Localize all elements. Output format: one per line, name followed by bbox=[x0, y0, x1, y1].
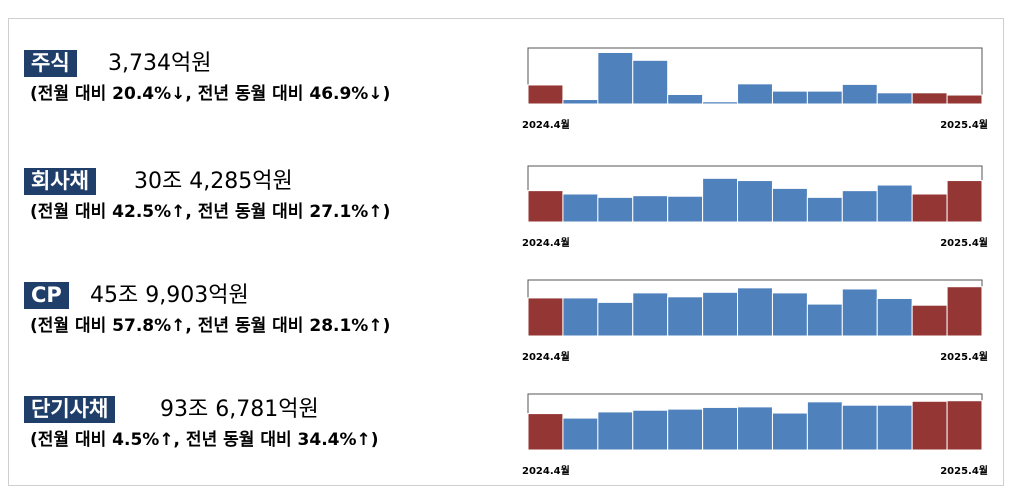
bar bbox=[841, 190, 878, 223]
x-tick-label: 2024.4월 bbox=[522, 119, 570, 131]
content-frame bbox=[8, 18, 1004, 486]
bar bbox=[702, 177, 739, 223]
short-term-bond-row: 단기사채 93조 6,781억원 (전월 대비 4.5%↑, 전년 동월 대비 … bbox=[0, 393, 1012, 490]
bar bbox=[667, 93, 704, 105]
amount-value: 3,734억원 bbox=[108, 51, 212, 76]
bar bbox=[946, 400, 983, 451]
bar bbox=[632, 59, 669, 105]
trend-chart: 2024.4월 2025.4월 bbox=[520, 272, 990, 382]
bar bbox=[946, 286, 983, 337]
x-tick-label: 2025.4월 bbox=[940, 465, 988, 477]
trend-chart: 2024.4월 2025.4월 bbox=[520, 158, 990, 268]
bar bbox=[806, 196, 843, 223]
bar bbox=[841, 288, 878, 337]
bar bbox=[667, 296, 704, 337]
bar bbox=[527, 413, 564, 451]
x-tick-label: 2024.4월 bbox=[522, 465, 570, 477]
bar bbox=[806, 90, 843, 105]
bar bbox=[667, 408, 704, 451]
bar bbox=[806, 401, 843, 451]
bar bbox=[702, 406, 739, 451]
bar bbox=[946, 94, 983, 105]
bar bbox=[527, 84, 564, 105]
category-tag: 주식 bbox=[24, 50, 77, 77]
x-tick-label: 2024.4월 bbox=[522, 237, 570, 249]
trend-chart: 2024.4월 2025.4월 bbox=[520, 40, 990, 150]
bar bbox=[597, 411, 634, 451]
bar bbox=[667, 195, 704, 223]
amount-value: 45조 9,903억원 bbox=[90, 283, 249, 308]
trend-chart-svg: 2024.4월 2025.4월 bbox=[522, 279, 988, 363]
corporate-bond-row: 회사채 30조 4,285억원 (전월 대비 42.5%↑, 전년 동월 대비 … bbox=[0, 165, 1012, 268]
bar bbox=[771, 90, 808, 105]
bar bbox=[876, 404, 913, 451]
bar bbox=[876, 92, 913, 105]
category-tag: 회사채 bbox=[24, 168, 96, 195]
bar bbox=[771, 292, 808, 337]
trend-chart: 2024.4월 2025.4월 bbox=[520, 386, 990, 490]
change-text: (전월 대비 42.5%↑, 전년 동월 대비 27.1%↑) bbox=[30, 202, 391, 222]
bar bbox=[597, 196, 634, 223]
bar bbox=[702, 291, 739, 337]
x-tick-label: 2025.4월 bbox=[940, 351, 988, 363]
bar bbox=[806, 303, 843, 337]
bar bbox=[841, 83, 878, 105]
bar bbox=[737, 83, 773, 105]
bar bbox=[841, 404, 878, 451]
bar bbox=[876, 297, 913, 337]
bar bbox=[632, 195, 669, 223]
change-text: (전월 대비 20.4%↓, 전년 동월 대비 46.9%↓) bbox=[30, 84, 391, 104]
cp-row: CP 45조 9,903억원 (전월 대비 57.8%↑, 전년 동월 대비 2… bbox=[0, 279, 1012, 382]
trend-chart-svg: 2024.4월 2025.4월 bbox=[522, 393, 988, 477]
bar bbox=[771, 187, 808, 223]
bar bbox=[737, 406, 773, 451]
bar bbox=[911, 400, 948, 451]
bar bbox=[737, 180, 773, 223]
bar bbox=[876, 184, 913, 223]
bar bbox=[911, 92, 948, 105]
bar bbox=[597, 301, 634, 337]
bar bbox=[702, 101, 739, 105]
bar bbox=[632, 409, 669, 451]
bar bbox=[562, 297, 599, 337]
trend-chart-svg: 2024.4월 2025.4월 bbox=[522, 165, 988, 249]
bar bbox=[911, 304, 948, 337]
bar bbox=[946, 180, 983, 223]
amount-value: 93조 6,781억원 bbox=[160, 397, 319, 422]
category-tag: 단기사채 bbox=[24, 396, 116, 423]
stock-row: 주식 3,734억원 (전월 대비 20.4%↓, 전년 동월 대비 46.9%… bbox=[0, 47, 1012, 150]
bar bbox=[771, 412, 808, 451]
trend-chart-svg: 2024.4월 2025.4월 bbox=[522, 47, 988, 131]
category-tag: CP bbox=[24, 282, 69, 309]
x-tick-label: 2025.4월 bbox=[940, 237, 988, 249]
bar bbox=[597, 51, 634, 105]
x-tick-label: 2024.4월 bbox=[522, 351, 570, 363]
bar bbox=[911, 193, 948, 223]
change-text: (전월 대비 57.8%↑, 전년 동월 대비 28.1%↑) bbox=[30, 316, 391, 336]
bar bbox=[527, 190, 564, 223]
bar bbox=[562, 417, 599, 451]
amount-value: 30조 4,285억원 bbox=[134, 169, 293, 194]
bar bbox=[562, 193, 599, 223]
bar bbox=[632, 292, 669, 337]
change-text: (전월 대비 4.5%↑, 전년 동월 대비 34.4%↑) bbox=[30, 430, 379, 450]
bar bbox=[527, 297, 564, 337]
bar bbox=[562, 99, 599, 105]
x-tick-label: 2025.4월 bbox=[940, 119, 988, 131]
bar bbox=[737, 287, 773, 337]
